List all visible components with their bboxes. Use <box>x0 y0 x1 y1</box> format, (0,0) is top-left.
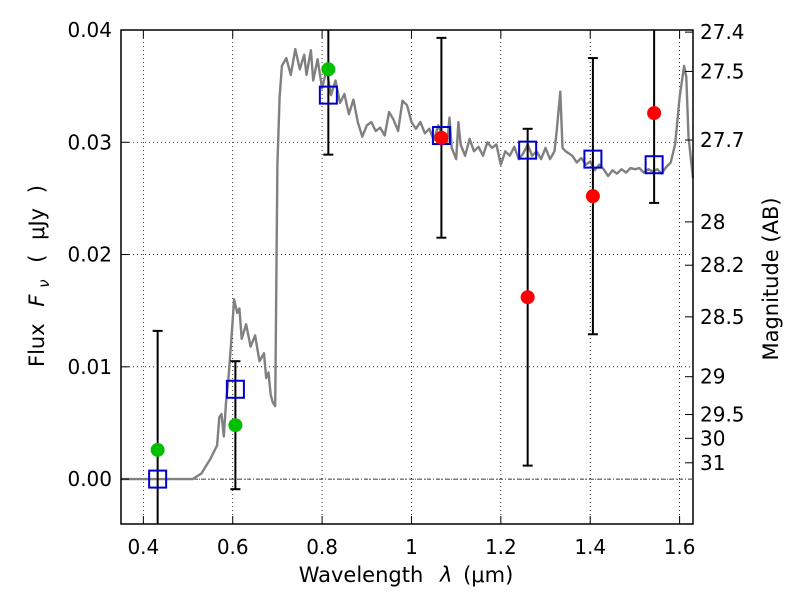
observed-markers <box>150 62 662 457</box>
model-photometry-square <box>225 379 245 399</box>
x-axis-label-symbol: λ <box>439 563 452 587</box>
magnitude-tick-label: 29 <box>700 365 725 389</box>
model-spectrum-line <box>121 47 695 481</box>
y-axis-label: Flux F ν ( μJy ) <box>25 185 54 367</box>
detection-point <box>321 62 336 77</box>
y-axis-label-unit: μJy <box>25 208 49 240</box>
magnitude-tick-label: 27.7 <box>700 128 745 152</box>
y-tick-label: 0.02 <box>67 243 112 267</box>
x-axis-label-unit: (μm) <box>463 563 513 587</box>
y-axis-label-open: ( <box>25 255 49 263</box>
x-axis-label-text: Wavelength <box>299 563 424 587</box>
limit-point <box>585 189 600 204</box>
x-tick-label: 1 <box>405 535 418 559</box>
magnitude-tick-label: 28.2 <box>700 253 745 277</box>
magnitude-tick-label: 29.5 <box>700 403 745 427</box>
y-tick-label: 0.03 <box>67 130 112 154</box>
x-tick-label: 1.4 <box>574 535 606 559</box>
y-axis-label-subscript: ν <box>35 279 53 287</box>
x-tick-label: 0.8 <box>306 535 338 559</box>
model-photometry-square <box>583 149 603 169</box>
magnitude-tick-label: 31 <box>700 451 725 475</box>
detection-point <box>228 418 243 433</box>
model-photometry-square <box>148 469 168 489</box>
y-axis-label-symbol: F <box>25 294 49 307</box>
y-axis-label-text: Flux <box>25 323 49 367</box>
model-photometry-markers <box>148 85 664 489</box>
y-axis-ticks: 0.00 0.01 0.02 0.03 0.04 <box>67 18 129 491</box>
magnitude-tick-label: 28 <box>700 210 725 234</box>
y-tick-label: 0.01 <box>67 355 112 379</box>
model-photometry-square <box>518 140 538 160</box>
y-tick-label: 0.04 <box>67 18 112 42</box>
x-tick-label: 1.6 <box>664 535 696 559</box>
y-axis-label-close: ) <box>25 185 49 193</box>
plot-frame <box>120 29 694 525</box>
model-photometry-square <box>644 155 664 175</box>
y-tick-label: 0.00 <box>67 467 112 491</box>
x-tick-label: 0.4 <box>127 535 159 559</box>
model-spectrum <box>121 47 695 481</box>
limit-point <box>647 106 662 121</box>
detection-point <box>150 442 165 457</box>
magnitude-tick-label: 27.4 <box>700 20 745 44</box>
x-tick-label: 0.6 <box>217 535 249 559</box>
x-axis-label: Wavelength λ (μm) <box>299 563 514 587</box>
magnitude-axis-label: Magnitude (AB) <box>759 197 783 360</box>
magnitude-tick-label: 28.5 <box>700 305 745 329</box>
magnitude-tick-label: 27.5 <box>700 59 745 83</box>
limit-point <box>434 130 449 145</box>
model-photometry-square <box>318 85 338 105</box>
x-axis-ticks: 0.4 0.6 0.8 1 1.2 1.4 1.6 <box>127 30 696 559</box>
limit-point <box>520 290 535 305</box>
magnitude-tick-label: 30 <box>700 426 725 450</box>
x-tick-label: 1.2 <box>485 535 517 559</box>
